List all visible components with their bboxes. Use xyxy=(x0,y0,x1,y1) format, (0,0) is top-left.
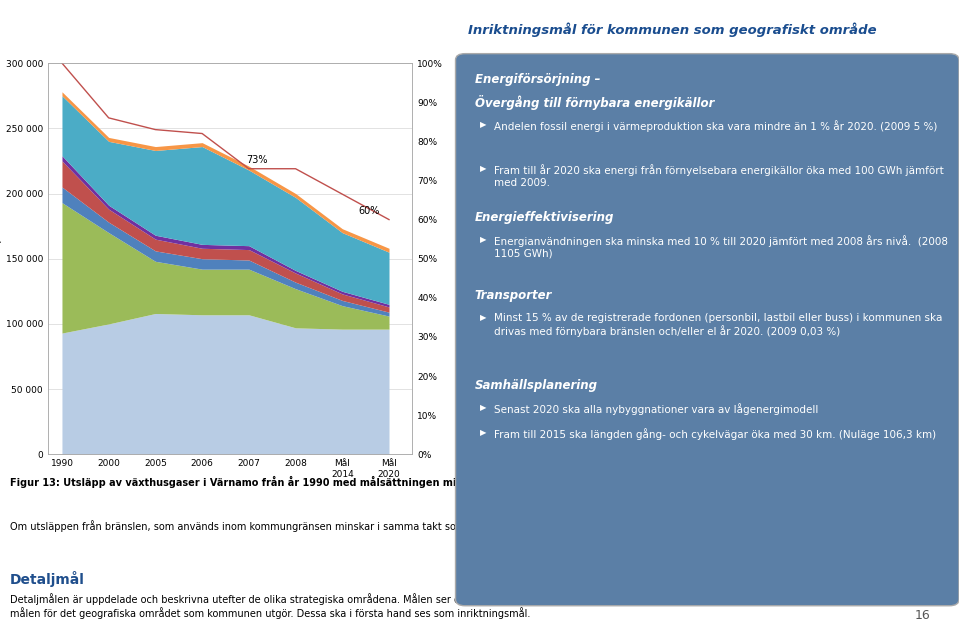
Text: Samhällsplanering: Samhällsplanering xyxy=(475,379,597,392)
Text: Detaljmålen är uppdelade och beskrivna utefter de olika strategiska områdena. Må: Detaljmålen är uppdelade och beskrivna u… xyxy=(10,593,926,619)
Text: Andelen fossil energi i värmeproduktion ska vara mindre än 1 % år 2020. (2009 5 : Andelen fossil energi i värmeproduktion … xyxy=(494,120,937,132)
Text: Senast 2020 ska alla nybyggnationer vara av lågenergimodell: Senast 2020 ska alla nybyggnationer vara… xyxy=(494,403,818,415)
Legend: Lösningsmedel, Jordbruk, Industriprocesser, Avfall och avlopp, Arbetsmaskiner, E: Lösningsmedel, Jordbruk, Industriprocess… xyxy=(482,64,592,162)
Förändring vs. år 1¹ xyxy=(103,114,114,122)
Text: Figur 13: Utsläpp av växthusgaser i Värnamo från år 1990 med målsättningen minus: Figur 13: Utsläpp av växthusgaser i Värn… xyxy=(10,476,602,488)
Text: Övergång till förnybara energikällor: Övergång till förnybara energikällor xyxy=(475,95,714,110)
Text: ▶: ▶ xyxy=(480,313,486,322)
Text: 60%: 60% xyxy=(359,206,380,216)
Y-axis label: ton CO2ekv. per år: ton CO2ekv. per år xyxy=(0,213,2,305)
Text: Transporter: Transporter xyxy=(475,289,552,302)
Text: Fram till 2015 ska längden gång- och cykelvägar öka med 30 km. (Nuläge 106,3 km): Fram till 2015 ska längden gång- och cyk… xyxy=(494,428,936,440)
Förändring vs. år 1¹ xyxy=(57,59,68,67)
Text: Inriktningsmål för kommunen som geografiskt område: Inriktningsmål för kommunen som geografi… xyxy=(468,22,877,37)
Text: 16: 16 xyxy=(915,608,930,622)
Text: Energianvändningen ska minska med 10 % till 2020 jämfört med 2008 års nivå.  (20: Energianvändningen ska minska med 10 % t… xyxy=(494,235,947,259)
Text: 73%: 73% xyxy=(246,155,268,165)
Text: ▶: ▶ xyxy=(480,235,486,244)
Förändring vs. år 1¹ xyxy=(384,216,395,223)
Line: Förändring vs. år 1¹: Förändring vs. år 1¹ xyxy=(62,63,389,220)
Förändring vs. år 1¹ xyxy=(150,126,161,133)
Text: Detaljmål: Detaljmål xyxy=(10,571,84,587)
Förändring vs. år 1¹ xyxy=(197,130,208,138)
Text: Fram till år 2020 ska energi från förnyelsebara energikällor öka med 100 GWh jäm: Fram till år 2020 ska energi från förnye… xyxy=(494,164,944,187)
Text: ▶: ▶ xyxy=(480,428,486,437)
Text: Energieffektivisering: Energieffektivisering xyxy=(475,211,614,225)
Förändring vs. år 1¹ xyxy=(243,165,254,172)
Text: ▶: ▶ xyxy=(480,164,486,173)
Text: Minst 15 % av de registrerade fordonen (personbil, lastbil eller buss) i kommune: Minst 15 % av de registrerade fordonen (… xyxy=(494,313,943,337)
Text: ▶: ▶ xyxy=(480,120,486,129)
Text: Energiförsörjning –: Energiförsörjning – xyxy=(475,73,600,86)
Text: ▶: ▶ xyxy=(480,403,486,412)
Förändring vs. år 1¹ xyxy=(290,165,301,172)
Text: Om utsläppen från bränslen, som används inom kommungränsen minskar i samma takt : Om utsläppen från bränslen, som används … xyxy=(10,521,929,533)
